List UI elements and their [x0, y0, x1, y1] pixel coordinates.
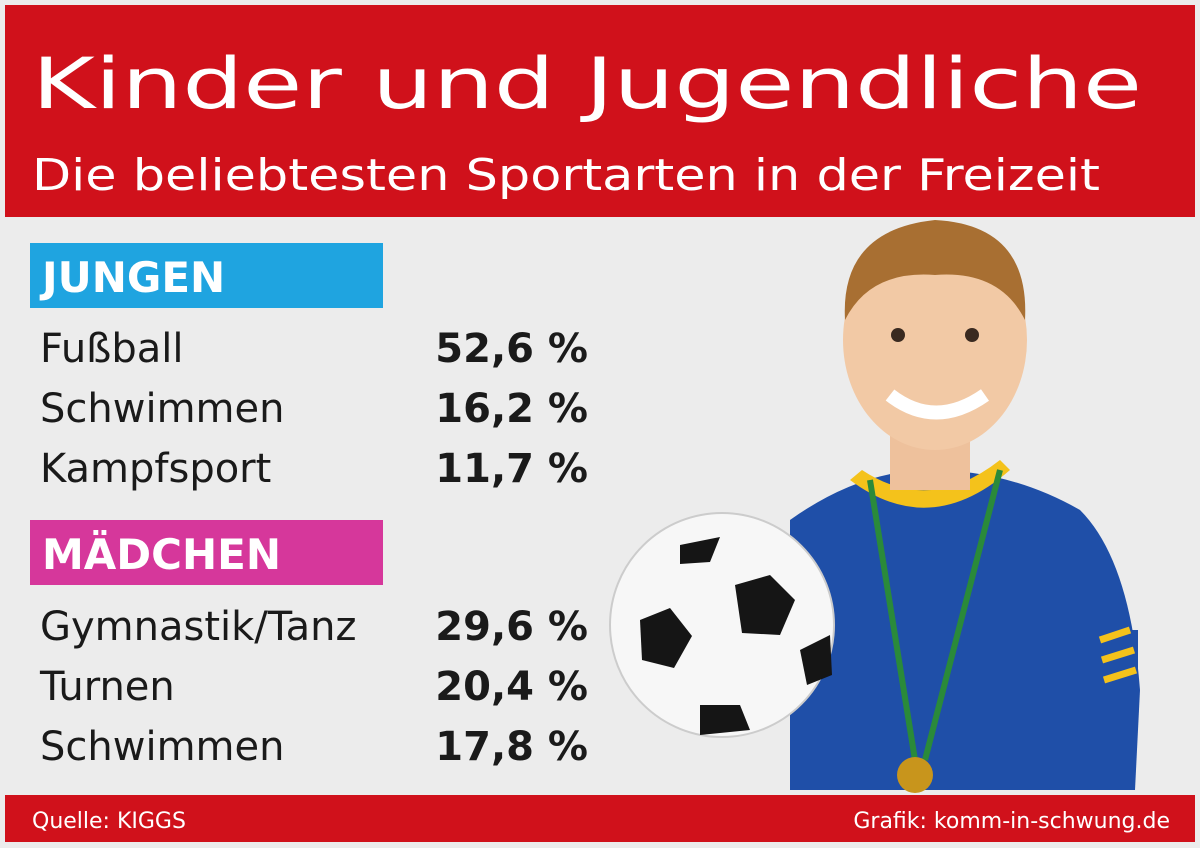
sport-value: 17,8 %: [435, 724, 588, 770]
sport-value: 29,6 %: [435, 604, 588, 650]
sport-name: Turnen: [39, 664, 175, 710]
sport-name: Schwimmen: [40, 724, 284, 770]
sport-value: 20,4 %: [435, 664, 588, 710]
source: Quelle: KIGGS: [32, 809, 186, 834]
credit: Grafik: komm-in-schwung.de: [853, 809, 1170, 834]
section-heading: JUNGEN: [39, 253, 225, 302]
sport-name: Gymnastik/Tanz: [40, 604, 356, 650]
title: Kinder und Jugendliche: [32, 43, 1142, 125]
sport-value: 52,6 %: [435, 326, 588, 372]
rows: Fußball 52,6 % Schwimmen 16,2 % Kampfsport 11…: [39, 326, 588, 770]
header-banner: [5, 5, 1195, 217]
section-band: [30, 243, 383, 308]
sport-name: Kampfsport: [40, 446, 271, 492]
subtitle: Die beliebtesten Sportarten in der Freiz…: [32, 150, 1100, 201]
sport-name: Schwimmen: [40, 386, 284, 432]
footer-banner: [5, 795, 1195, 842]
section-band: [30, 520, 383, 585]
sport-name: Fußball: [40, 326, 184, 372]
sport-value: 16,2 %: [435, 386, 588, 432]
illustration: [609, 220, 1140, 793]
sport-value: 11,7 %: [435, 446, 588, 492]
section-heading: MÄDCHEN: [42, 529, 281, 579]
